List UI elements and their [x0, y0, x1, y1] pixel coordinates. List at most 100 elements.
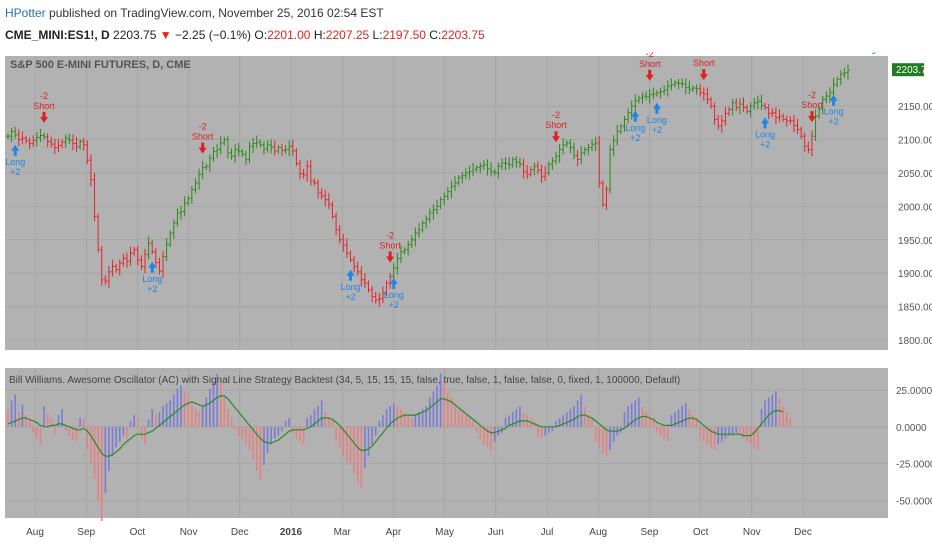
- time-tick-label: Jun: [488, 527, 504, 538]
- indicator-tick-label: 0.0000: [896, 423, 927, 434]
- time-tick-label: Mar: [334, 527, 352, 538]
- price-tick-label: 1850.00: [898, 303, 932, 314]
- open-label: O:: [254, 28, 268, 42]
- price-tick-label: 2100.00: [898, 136, 932, 147]
- short-signal-qty: -2: [848, 52, 856, 54]
- high-label: H:: [313, 28, 326, 42]
- time-tick-label: Jul: [541, 527, 554, 538]
- high-value: 2207.25: [325, 28, 370, 42]
- symbol-ohlc-line: CME_MINI:ES1!, D 2203.75 ▼ −2.25 (−0.1%)…: [5, 28, 485, 42]
- last-price-badge: [892, 63, 924, 77]
- indicator-tick-label: -25.0000: [896, 460, 932, 471]
- last-price: 2203.75: [113, 28, 157, 42]
- long-signal-qty: +2: [828, 117, 838, 127]
- short-arrow-icon: [645, 69, 654, 81]
- short-arrow-icon: [699, 69, 708, 81]
- time-tick-label: Oct: [130, 527, 146, 538]
- open-value: 2201.00: [267, 28, 311, 42]
- long-signal-label: Long: [142, 274, 162, 284]
- time-tick-label: Dec: [231, 527, 249, 538]
- short-arrow-icon: [198, 142, 207, 154]
- header-bar: HPotter published on TradingView.com, No…: [0, 0, 932, 52]
- price-tick-label: 1900.00: [898, 269, 932, 280]
- price-tick-label: 1950.00: [898, 236, 932, 247]
- indicator-tick-label: 25.0000: [896, 386, 932, 397]
- short-signal-qty: -2: [40, 91, 48, 101]
- close-value: 2203.75: [441, 28, 485, 42]
- long-signal-label: Long: [647, 115, 667, 125]
- author-link[interactable]: HPotter: [5, 6, 46, 20]
- short-signal-label: Short: [545, 120, 567, 130]
- short-arrow-icon: [807, 111, 816, 123]
- low-value: 2197.50: [382, 28, 426, 42]
- time-tick-label: Sep: [641, 527, 659, 538]
- long-arrow-icon: [389, 277, 398, 289]
- long-arrow-icon: [631, 110, 640, 122]
- short-signal-qty: -2: [808, 90, 816, 100]
- short-signal-label: Short: [801, 100, 823, 110]
- short-signal-qty: -2: [386, 231, 394, 241]
- time-tick-label: Aug: [26, 527, 44, 538]
- time-tick-label: 2016: [280, 527, 303, 538]
- publish-text: published on TradingView.com, November 2…: [45, 6, 384, 20]
- long-signal-label: Long: [340, 282, 360, 292]
- long-signal-qty: +2: [760, 139, 770, 149]
- long-signal-label: Long: [824, 107, 844, 117]
- pane-separator: [0, 350, 932, 368]
- long-signal-label: Long: [5, 157, 25, 167]
- long-arrow-icon: [148, 261, 157, 273]
- long-signal-qty: +2: [630, 133, 640, 143]
- short-arrow-icon: [386, 251, 395, 263]
- short-signal-label: Short: [693, 58, 715, 68]
- long-signal-label: Long: [384, 290, 404, 300]
- short-signal-label: Short: [379, 241, 401, 251]
- signal-line: [7, 395, 784, 457]
- low-label: L:: [372, 28, 383, 42]
- time-tick-label: Aug: [589, 527, 607, 538]
- time-tick-label: Nov: [180, 527, 198, 538]
- long-arrow-icon: [11, 144, 20, 156]
- down-arrow-icon: ▼: [159, 28, 172, 42]
- last-price-badge-text: 2203.75: [896, 65, 932, 76]
- short-arrow-icon: [40, 111, 49, 123]
- short-signal-label: Short: [639, 59, 661, 69]
- price-change: −2.25 (−0.1%): [175, 28, 252, 42]
- chart-area[interactable]: Long +2 Short -2 Long +2 Short -2 Long +2 Short -2 L…: [0, 44, 932, 550]
- time-tick-label: Apr: [386, 527, 402, 538]
- short-signal-label: Short: [192, 132, 214, 142]
- price-tick-label: 1800.00: [898, 336, 932, 347]
- chart-svg[interactable]: Long+2Short-2Long+2Short-2Long+2Short-2L…: [0, 44, 932, 550]
- time-tick-label: Sep: [77, 527, 95, 538]
- indicator-tick-label: -50.0000: [896, 496, 932, 507]
- publish-info: HPotter published on TradingView.com, No…: [5, 6, 384, 20]
- price-tick-label: 2150.00: [898, 102, 932, 113]
- long-signal-qty: +2: [147, 284, 157, 294]
- indicator-pane-background: [5, 368, 888, 518]
- price-axis: [888, 56, 932, 350]
- indicator-axis: [888, 368, 932, 518]
- close-label: C:: [429, 28, 442, 42]
- short-signal-qty: -2: [552, 110, 560, 120]
- symbol-name: CME_MINI:ES1!, D: [5, 28, 110, 42]
- long-signal-label: Long: [625, 123, 645, 133]
- long-arrow-icon: [346, 269, 355, 281]
- short-signal-qty: -2: [199, 122, 207, 132]
- time-tick-label: May: [435, 527, 454, 538]
- price-tick-label: 2050.00: [898, 169, 932, 180]
- price-tick-label: 2000.00: [898, 202, 932, 213]
- long-arrow-icon: [829, 94, 838, 106]
- long-signal-qty: +2: [389, 300, 399, 310]
- time-tick-label: Dec: [794, 527, 812, 538]
- main-pane-title: S&P 500 E-MINI FUTURES, D, CME: [10, 59, 191, 71]
- long-signal-qty: +2: [861, 52, 871, 54]
- long-arrow-icon: [652, 102, 661, 114]
- time-tick-label: Nov: [743, 527, 761, 538]
- long-signal-qty: +2: [652, 125, 662, 135]
- long-signal-label: Long: [755, 129, 775, 139]
- long-signal-qty: +2: [10, 167, 20, 177]
- short-signal-label: Short: [33, 101, 55, 111]
- main-pane-background: [5, 56, 888, 350]
- time-tick-label: Oct: [693, 527, 709, 538]
- short-arrow-icon: [551, 131, 560, 143]
- short-signal-qty: -2: [646, 52, 654, 59]
